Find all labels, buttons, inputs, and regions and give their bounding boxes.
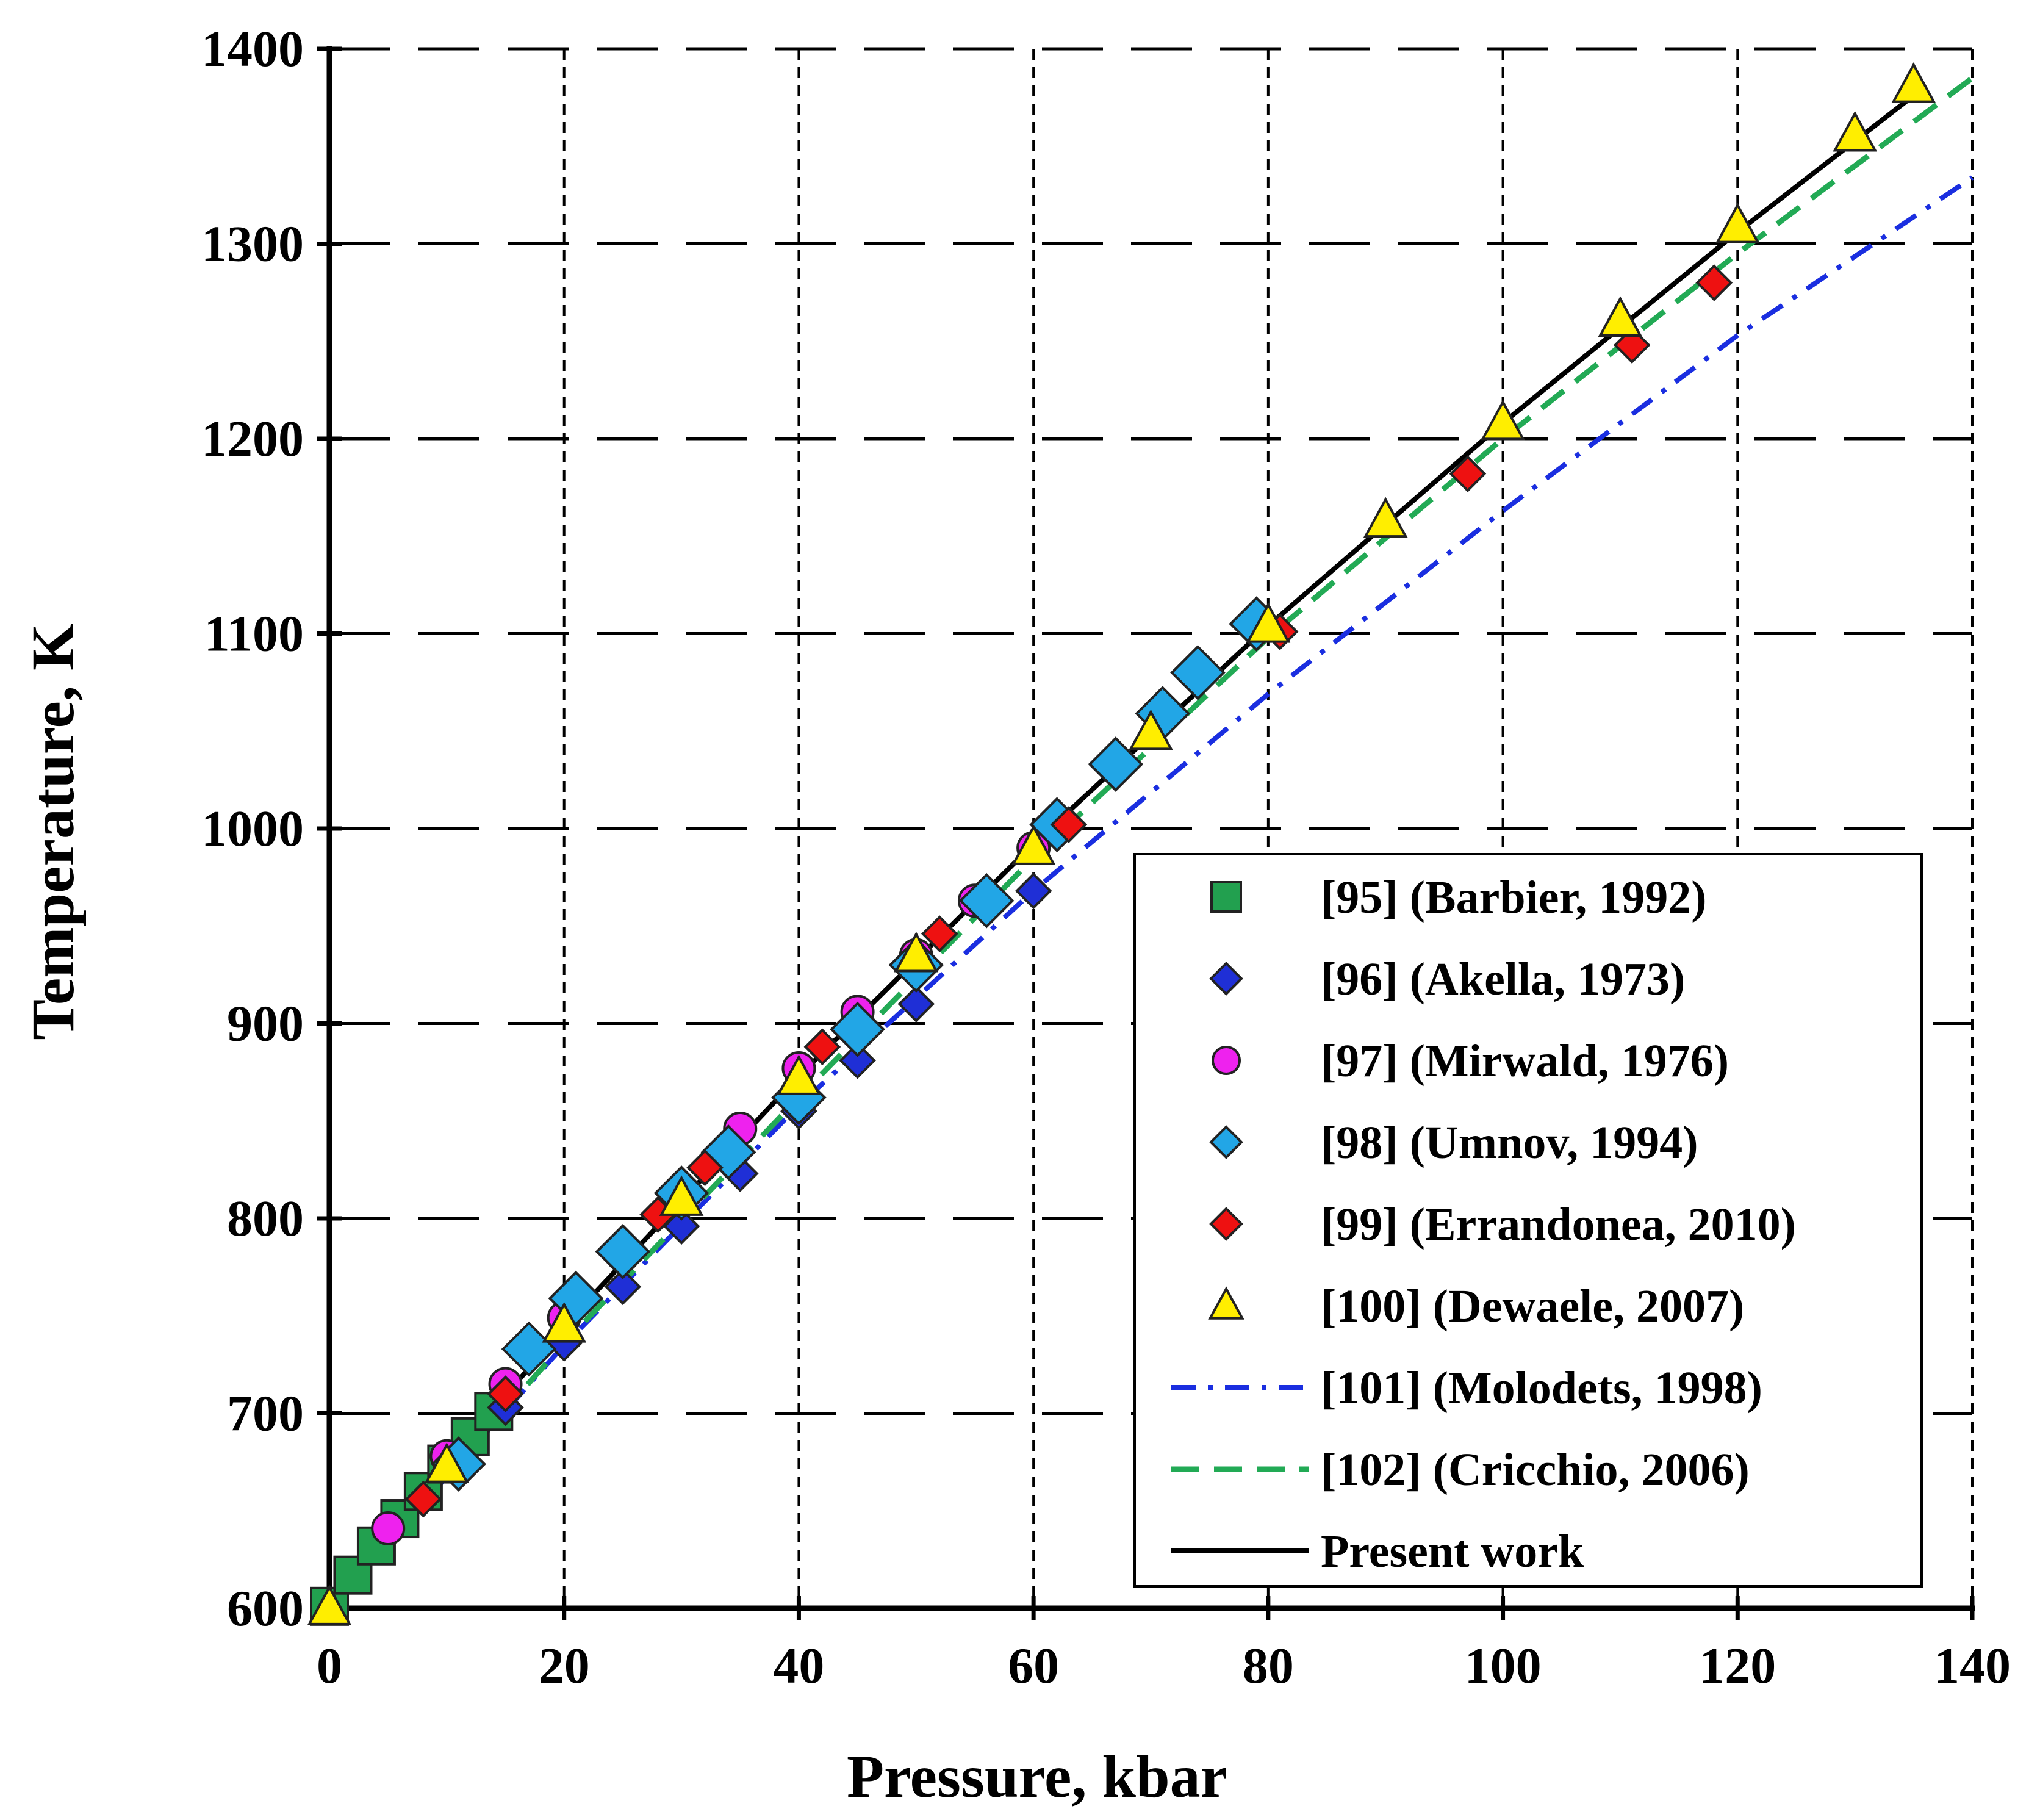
data-point--100-dewaele-2007- — [777, 1054, 821, 1095]
data-point--100-dewaele-2007- — [424, 1442, 469, 1483]
legend-marker — [1209, 962, 1243, 996]
y-tick-label: 1200 — [201, 411, 304, 467]
legend-label: [97] (Mirwald, 1976) — [1321, 1035, 1729, 1087]
data-point--100-dewaele-2007- — [1481, 399, 1525, 441]
data-point--99-errandonea-2010- — [1449, 455, 1487, 492]
legend-entry: [100] (Dewaele, 2007) — [1208, 1281, 1744, 1332]
legend-marker — [1209, 1125, 1243, 1159]
data-point--100-dewaele-2007- — [1129, 709, 1173, 750]
legend-label: [95] (Barbier, 1992) — [1321, 872, 1707, 923]
series-line--102-cricchio-2006- — [327, 76, 1974, 1610]
data-point--98-umnov-1994- — [830, 1001, 885, 1057]
data-point--100-dewaele-2007- — [659, 1175, 704, 1216]
data-point--98-umnov-1994- — [595, 1223, 651, 1279]
data-point--96-akella-1973- — [604, 1268, 642, 1306]
data-point--99-errandonea-2010- — [487, 1375, 524, 1412]
data-point--100-dewaele-2007- — [1011, 824, 1056, 865]
data-point--100-dewaele-2007- — [1715, 203, 1760, 243]
data-point--100-dewaele-2007- — [542, 1302, 587, 1343]
data-point--99-errandonea-2010- — [404, 1480, 442, 1518]
legend-marker — [1208, 1286, 1244, 1320]
x-tick-label: 140 — [1934, 1638, 2011, 1694]
x-tick-label: 100 — [1465, 1638, 1542, 1694]
y-tick-label: 700 — [227, 1386, 304, 1442]
data-point--96-akella-1973- — [1015, 872, 1052, 910]
legend-marker — [1209, 1207, 1243, 1241]
data-point--97-mirwald-1976- — [371, 1511, 406, 1546]
data-point--98-umnov-1994- — [1088, 736, 1144, 792]
x-axis-title: Pressure, kbar — [847, 1743, 1227, 1810]
x-tick-label: 40 — [773, 1638, 824, 1694]
y-axis-title: Temperature, K — [19, 623, 87, 1040]
data-point--99-errandonea-2010- — [1050, 806, 1088, 843]
legend-marker — [1212, 1046, 1241, 1075]
data-point--100-dewaele-2007- — [307, 1584, 352, 1625]
legend-label: [102] (Cricchio, 2006) — [1321, 1444, 1750, 1495]
y-tick-label: 600 — [227, 1580, 304, 1637]
legend-entry: Present work — [1171, 1526, 1584, 1577]
y-tick-label: 1400 — [201, 21, 304, 77]
series-markers — [307, 62, 1936, 1626]
y-tick-label: 1100 — [204, 606, 304, 663]
y-tick-label: 1000 — [201, 800, 304, 857]
data-point--99-errandonea-2010- — [1695, 264, 1733, 301]
data-point--96-akella-1973- — [897, 985, 935, 1023]
data-point--100-dewaele-2007- — [894, 932, 939, 973]
legend-entry: [97] (Mirwald, 1976) — [1212, 1035, 1729, 1087]
legend-entry: [99] (Errandonea, 2010) — [1209, 1199, 1796, 1250]
x-tick-label: 120 — [1699, 1638, 1776, 1694]
data-point--99-errandonea-2010- — [686, 1149, 724, 1187]
tick-labels: 0 20 40 60 80 100 120 140 600 700 800 900 1000 1100 12… — [201, 21, 2011, 1694]
data-point--100-dewaele-2007- — [1833, 110, 1878, 152]
legend-marker — [1210, 881, 1242, 913]
legend-entry: [95] (Barbier, 1992) — [1210, 872, 1707, 923]
x-tick-label: 0 — [317, 1638, 342, 1694]
y-tick-label: 1300 — [201, 216, 304, 273]
legend-box — [1133, 853, 1923, 1588]
x-tick-label: 20 — [539, 1638, 590, 1694]
data-point--100-dewaele-2007- — [1891, 62, 1936, 103]
legend-entry: [96] (Akella, 1973) — [1209, 954, 1685, 1005]
legend-label: [99] (Errandonea, 2010) — [1321, 1199, 1796, 1250]
data-point--100-dewaele-2007- — [1246, 602, 1291, 643]
y-tick-label: 800 — [227, 1190, 304, 1247]
data-point--99-errandonea-2010- — [803, 1028, 841, 1066]
data-point--100-dewaele-2007- — [1363, 497, 1408, 538]
legend-entry: [101] (Molodets, 1998) — [1171, 1362, 1762, 1414]
data-point--98-umnov-1994- — [958, 872, 1015, 929]
legend-label: [101] (Molodets, 1998) — [1321, 1362, 1762, 1414]
data-point--98-umnov-1994- — [1170, 645, 1226, 700]
legend-label: [98] (Umnov, 1994) — [1321, 1117, 1698, 1168]
x-tick-label: 80 — [1243, 1638, 1294, 1694]
legend-label: [100] (Dewaele, 2007) — [1321, 1281, 1744, 1332]
legend-label: Present work — [1321, 1526, 1584, 1577]
legend-label: [96] (Akella, 1973) — [1321, 954, 1685, 1005]
data-point--100-dewaele-2007- — [1598, 296, 1643, 337]
legend-entry: [102] (Cricchio, 2006) — [1171, 1444, 1750, 1495]
legend-entry: [98] (Umnov, 1994) — [1209, 1117, 1698, 1168]
data-point--96-akella-1973- — [839, 1041, 876, 1079]
y-tick-label: 900 — [227, 996, 304, 1052]
x-tick-label: 60 — [1008, 1638, 1059, 1694]
data-point--99-errandonea-2010- — [921, 915, 958, 952]
legend: [95] (Barbier, 1992) [96] (Akella, 1973) [… — [1133, 853, 1923, 1588]
